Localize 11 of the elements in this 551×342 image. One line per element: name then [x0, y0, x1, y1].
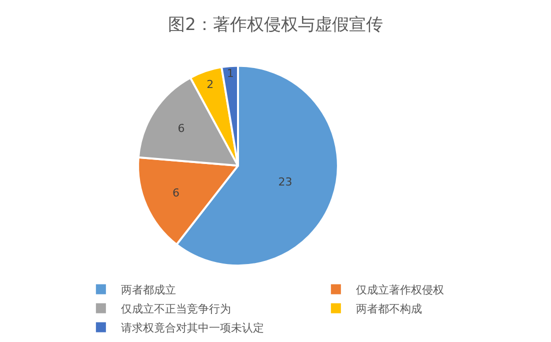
data-label: 1: [226, 67, 234, 80]
legend-label: 两者都成立: [120, 284, 176, 297]
data-label: 6: [172, 186, 180, 200]
data-label: 23: [278, 175, 292, 188]
legend-label: 仅成立不正当竞争行为: [120, 302, 231, 316]
data-label: 6: [178, 122, 185, 136]
chart-title: 图2：著作权侵权与虚假宣传: [168, 14, 383, 35]
legend-label: 两者都不构成: [356, 302, 422, 316]
legend-label: 请求权竟合对其中一项未认定: [120, 322, 264, 335]
data-label: 2: [206, 78, 214, 91]
legend-label: 仅成立著作权侵权: [356, 284, 444, 297]
